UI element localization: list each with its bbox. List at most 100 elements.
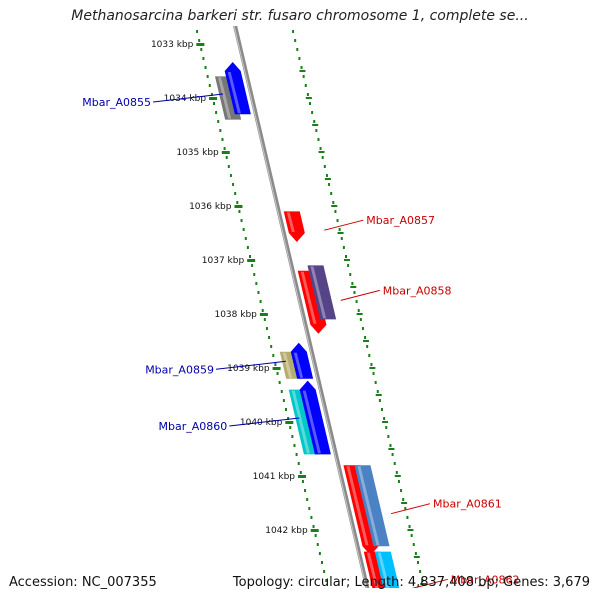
ruler-dot — [412, 543, 415, 546]
ruler-dot — [213, 102, 216, 105]
gene-label[interactable]: Mbar_A0860 — [159, 420, 228, 433]
ruler-label: 1042 kbp — [265, 526, 308, 536]
ruler-dot — [227, 165, 230, 168]
ruler-dot — [383, 417, 386, 420]
ruler-dot — [221, 138, 224, 141]
gene-feature[interactable] — [290, 342, 314, 379]
ruler-dot — [312, 525, 315, 528]
ruler-dot — [219, 129, 222, 132]
gene-highlight — [286, 212, 295, 232]
ruler-dot — [328, 183, 331, 186]
gene-shape — [262, 0, 286, 6]
ruler-label: 1038 kbp — [214, 310, 257, 320]
ruler-tick-minor — [369, 367, 376, 369]
ruler-dot — [293, 444, 296, 447]
ruler-dot — [223, 147, 226, 150]
gene-feature[interactable] — [262, 0, 286, 6]
gene-feature[interactable] — [299, 380, 331, 455]
ruler-dot — [294, 39, 297, 42]
ruler-dot — [257, 291, 260, 294]
gene-feature[interactable] — [374, 551, 405, 600]
ruler-tick-minor — [343, 259, 350, 261]
gene-feature[interactable] — [283, 211, 305, 242]
gene-label[interactable]: Mbar_A0862 — [451, 573, 520, 586]
ruler-dot — [298, 57, 301, 60]
ruler-dot — [299, 471, 302, 474]
ruler-dot — [340, 237, 343, 240]
ruler-tick-minor — [420, 583, 427, 585]
ruler-dot — [404, 507, 407, 510]
ruler-dot — [414, 552, 417, 555]
gene-shape — [283, 211, 305, 242]
ruler-dot — [238, 210, 241, 213]
ruler-dot — [242, 228, 245, 231]
ruler-tick-minor — [363, 340, 370, 342]
ruler-dot — [210, 93, 213, 96]
ruler-dot — [338, 228, 341, 231]
ruler-dot — [421, 579, 424, 582]
ruler-dot — [318, 552, 321, 555]
ruler-dot — [236, 201, 239, 204]
ruler-dot — [397, 480, 400, 483]
ruler-tick-major — [209, 97, 218, 100]
gene-label[interactable]: Mbar_A0859 — [145, 363, 214, 376]
gene-feature[interactable] — [297, 270, 327, 334]
ruler-dot — [378, 399, 381, 402]
gene-highlight — [366, 552, 379, 588]
ruler-dot — [317, 138, 320, 141]
ruler-dot — [395, 471, 398, 474]
ruler-dot — [364, 336, 367, 339]
ruler-dot — [263, 318, 266, 321]
gene-features — [191, 0, 405, 600]
gene-highlight — [293, 352, 304, 378]
ruler-dot — [259, 300, 262, 303]
gene-feature[interactable] — [343, 465, 379, 556]
ruler-label: 1040 kbp — [240, 418, 283, 428]
ruler-dot — [387, 435, 390, 438]
gene-feature[interactable] — [239, 0, 261, 1]
ruler-tick-minor — [382, 421, 389, 423]
gene-label[interactable]: Mbar_A0861 — [433, 498, 502, 511]
ruler-dot — [406, 516, 409, 519]
gene-label[interactable]: Mbar_A0855 — [82, 96, 151, 109]
ruler-dot — [244, 237, 247, 240]
gene-labels: Mbar_A0855 Mbar_A0857 Mbar_A0858 Mbar_A0859… — [82, 93, 520, 588]
ruler-tick-major — [247, 259, 256, 262]
gene-label[interactable]: Mbar_A0858 — [383, 284, 452, 297]
ruler-dot — [316, 543, 319, 546]
gene-feature[interactable] — [224, 62, 251, 115]
ruler-dot — [334, 210, 337, 213]
gene-label[interactable]: Mbar_A0857 — [366, 214, 435, 227]
gene-feature[interactable] — [191, 0, 216, 12]
ruler-dot — [198, 39, 201, 42]
ruler-dot — [246, 246, 249, 249]
ruler-dot — [296, 48, 299, 51]
label-leader — [229, 417, 300, 427]
gene-feature[interactable] — [228, 0, 252, 6]
ruler-dot — [306, 498, 309, 501]
ruler-dot — [325, 174, 328, 177]
gene-shape — [228, 0, 252, 6]
gene-shape — [297, 270, 327, 334]
ruler-dot — [323, 165, 326, 168]
label-leader — [215, 360, 287, 370]
ruler-dot — [261, 309, 264, 312]
ruler-tick-major — [310, 529, 319, 532]
label-leader — [324, 219, 364, 231]
gene-highlight — [194, 0, 206, 11]
ruler-tick-minor — [299, 70, 306, 72]
ruler-tick-major — [221, 151, 230, 154]
gene-shape — [343, 465, 379, 556]
ruler-dot — [287, 417, 290, 420]
ruler-ticks-right — [292, 30, 427, 585]
ruler-dot — [206, 75, 209, 78]
gene-highlight — [302, 390, 321, 454]
ruler-dot — [372, 372, 375, 375]
gene-feature[interactable] — [354, 465, 390, 547]
gene-shape — [239, 0, 261, 1]
ruler-dot — [232, 183, 235, 186]
gene-feature[interactable] — [307, 265, 337, 320]
ruler-dot — [291, 435, 294, 438]
ruler-tick-minor — [413, 556, 420, 558]
ruler-tick-minor — [407, 529, 414, 531]
